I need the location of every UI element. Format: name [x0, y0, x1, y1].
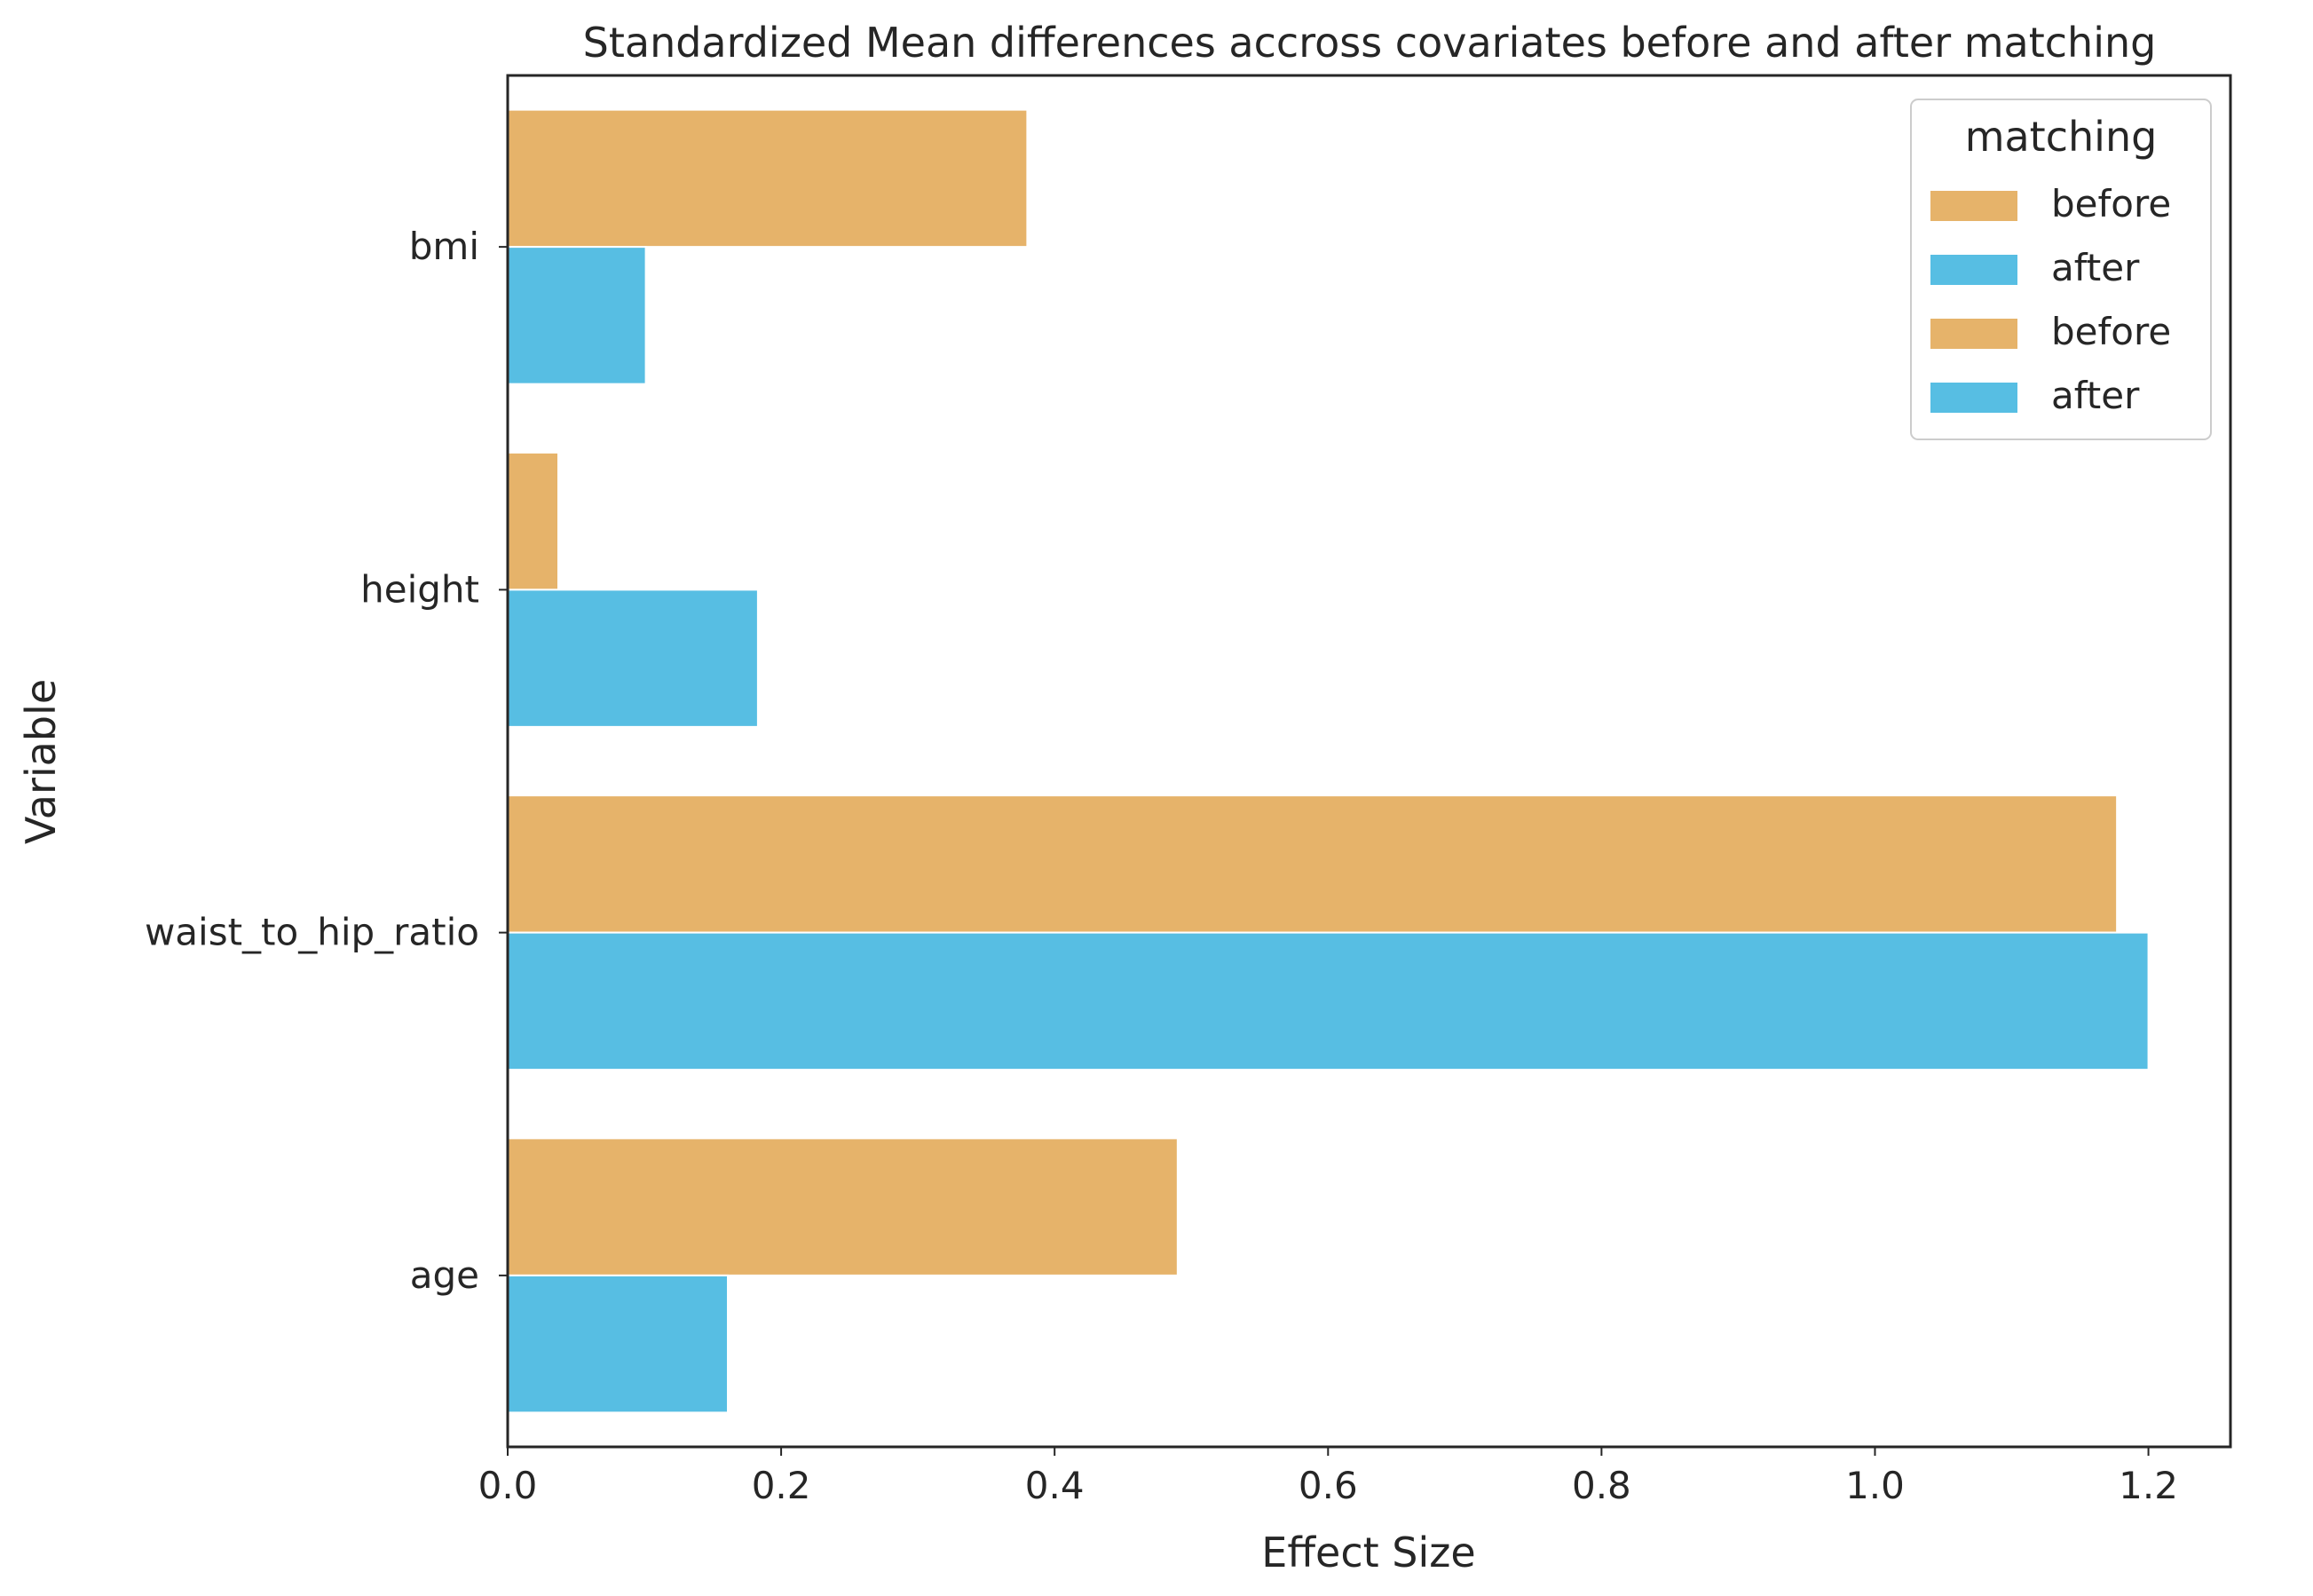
bar-bmi-before: [507, 108, 1029, 249]
chart-title: Standardized Mean differences accross co…: [583, 19, 2157, 67]
x-tick-label: 1.2: [2119, 1464, 2178, 1507]
bar-age-after: [507, 1274, 730, 1414]
x-axis-label: Effect Size: [1261, 1529, 1475, 1576]
x-tick-label: 0.2: [752, 1464, 811, 1507]
legend-label-after: after: [2051, 374, 2140, 417]
legend-swatch-before: [1930, 191, 2017, 221]
legend-swatch-after: [1930, 383, 2017, 413]
legend-label-before: before: [2051, 310, 2171, 353]
legend-label-before: before: [2051, 182, 2171, 225]
bar-waist_to_hip_ratio-before: [507, 794, 2119, 934]
x-tick-label: 0.0: [478, 1464, 538, 1507]
bar-height-after: [507, 589, 759, 728]
legend-swatch-after: [1930, 255, 2017, 285]
x-tick-label: 0.4: [1025, 1464, 1085, 1507]
legend-box: [1910, 99, 2212, 440]
bar-waist_to_hip_ratio-after: [507, 931, 2150, 1071]
bar-bmi-after: [507, 246, 647, 385]
legend-swatch-before: [1930, 319, 2017, 349]
bar-age-before: [507, 1137, 1179, 1276]
x-tick-label: 0.6: [1299, 1464, 1358, 1507]
x-tick-label: 0.8: [1572, 1464, 1631, 1507]
legend: matching before after before after: [1910, 99, 2212, 440]
y-tick-label-age: age: [410, 1253, 479, 1297]
legend-label-after: after: [2051, 246, 2140, 289]
legend-title: matching: [1965, 113, 2158, 161]
bar-height-before: [507, 451, 559, 591]
y-axis-label: Variable: [17, 679, 65, 844]
y-tick-label-bmi: bmi: [409, 225, 479, 268]
y-tick-label-waist_to_hip_ratio: waist_to_hip_ratio: [145, 911, 479, 954]
y-tick-label-height: height: [360, 567, 479, 611]
plot-frame: [506, 74, 2232, 1449]
bars-layer: [507, 108, 2150, 1414]
x-tick-label: 1.0: [1845, 1464, 1905, 1507]
